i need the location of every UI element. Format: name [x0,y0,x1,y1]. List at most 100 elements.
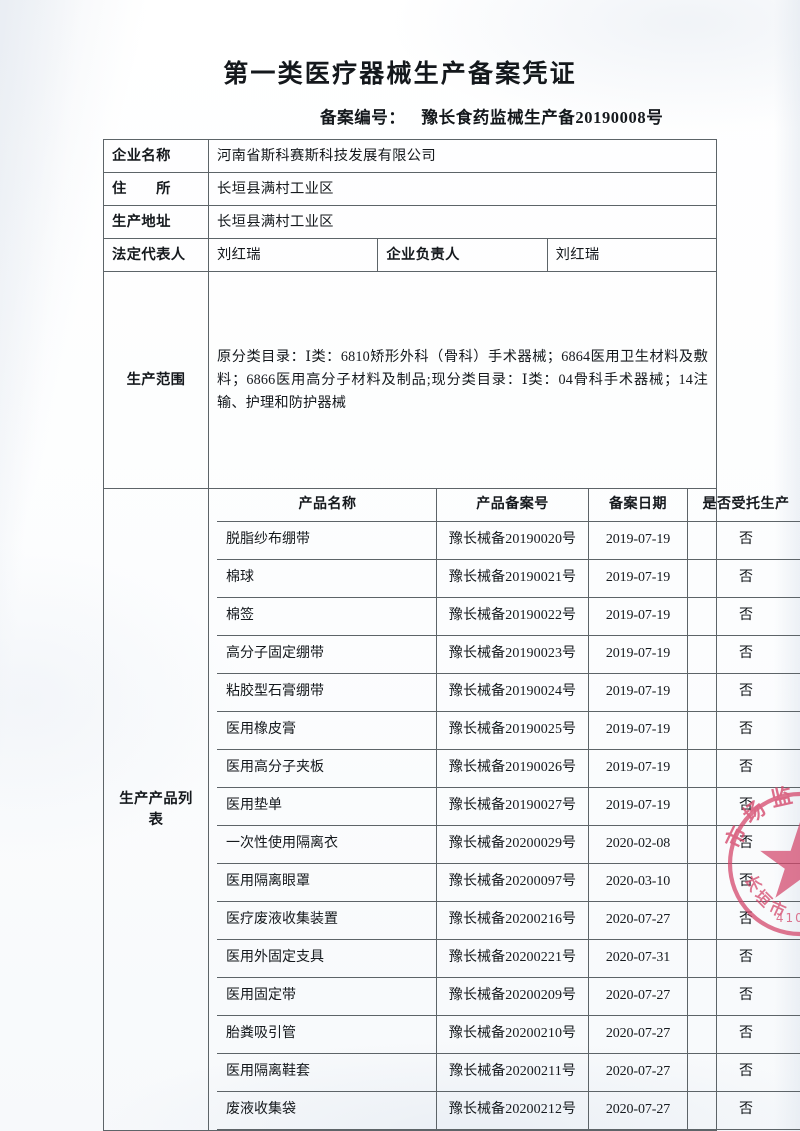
product-column-header: 备案日期 [588,489,688,522]
record-number-line: 备案编号： 豫长食药监械生产备20190008号 [320,104,663,128]
product-record-number: 豫长械备20200097号 [436,863,589,902]
production-address-label: 生产地址 [103,205,209,239]
product-entrusted-flag: 否 [687,1091,800,1130]
product-record-number: 豫长械备20190026号 [436,749,589,788]
product-table-row: 医用固定带 豫长械备20200209号 2020-07-27 否 [217,977,800,1016]
product-table-row: 高分子固定绷带 豫长械备20190023号 2019-07-19 否 [217,635,800,674]
product-column-header: 产品名称 [217,489,437,522]
product-name: 胎粪吸引管 [217,1015,437,1054]
product-name: 医疗废液收集装置 [217,901,437,940]
product-entrusted-flag: 否 [687,711,800,750]
enterprise-name-label: 企业名称 [103,139,209,173]
product-entrusted-flag: 否 [687,1053,800,1092]
product-list-label: 生产产品列表 [103,488,209,1131]
product-record-date: 2019-07-19 [588,787,688,826]
product-table-header-row: 产品名称 产品备案号 备案日期 是否受托生产 [217,489,800,522]
product-name: 医用固定带 [217,977,437,1016]
product-name: 医用高分子夹板 [217,749,437,788]
product-record-date: 2020-07-27 [588,1053,688,1092]
product-entrusted-flag: 否 [687,939,800,978]
enterprise-name-value: 河南省斯科赛斯科技发展有限公司 [208,139,717,173]
product-record-number: 豫长械备20200212号 [436,1091,589,1130]
production-scope-cell: 原分类目录：Ⅰ类：6810矫形外科（骨科）手术器械；6864医用卫生材料及敷料；… [208,271,717,489]
table-row-product-list: 生产产品列表 产品名称 产品备案号 备案日期 是否受托生产 脱脂纱布绷带 豫长械备2019… [103,488,800,1131]
product-entrusted-flag: 否 [687,597,800,636]
legal-rep-label: 法定代表人 [103,238,209,272]
product-table-row: 医用隔离鞋套 豫长械备20200211号 2020-07-27 否 [217,1053,800,1092]
record-number-value: 豫长食药监械生产备20190008号 [421,108,664,127]
enterprise-head-value: 刘红瑞 [546,238,718,272]
table-row-enterprise-name: 企业名称 河南省斯科赛斯科技发展有限公司 [103,139,717,173]
product-table-row: 棉签 豫长械备20190022号 2019-07-19 否 [217,597,800,636]
record-number-label: 备案编号： [320,108,406,127]
product-record-number: 豫长械备20190021号 [436,559,589,598]
product-name: 脱脂纱布绷带 [217,521,437,560]
product-entrusted-flag: 否 [687,977,800,1016]
product-record-date: 2020-07-31 [588,939,688,978]
product-record-number: 豫长械备20190024号 [436,673,589,712]
product-record-date: 2019-07-19 [588,597,688,636]
product-record-number: 豫长械备20200210号 [436,1015,589,1054]
product-table-row: 医用高分子夹板 豫长械备20190026号 2019-07-19 否 [217,749,800,788]
product-table-row: 脱脂纱布绷带 豫长械备20190020号 2019-07-19 否 [217,521,800,560]
product-table-row: 粘胶型石膏绷带 豫长械备20190024号 2019-07-19 否 [217,673,800,712]
legal-rep-value: 刘红瑞 [207,238,379,272]
product-record-date: 2020-07-27 [588,1015,688,1054]
product-record-number: 豫长械备20200029号 [436,825,589,864]
certificate-table: 企业名称 河南省斯科赛斯科技发展有限公司 住 所 长垣县满村工业区 生产地址 长… [103,139,800,1131]
product-name: 废液收集袋 [217,1091,437,1130]
product-entrusted-flag: 否 [687,901,800,940]
product-table-row: 医用垫单 豫长械备20190027号 2019-07-19 否 [217,787,800,826]
address-value: 长垣县满村工业区 [208,172,717,206]
production-scope-text: 原分类目录：Ⅰ类：6810矫形外科（骨科）手术器械；6864医用卫生材料及敷料；… [217,348,708,411]
product-name: 一次性使用隔离衣 [217,825,437,864]
product-name: 粘胶型石膏绷带 [217,673,437,712]
product-table-row: 棉球 豫长械备20190021号 2019-07-19 否 [217,559,800,598]
product-entrusted-flag: 否 [687,673,800,712]
product-name: 医用橡皮膏 [217,711,437,750]
product-record-number: 豫长械备20200216号 [436,901,589,940]
product-record-number: 豫长械备20200211号 [436,1053,589,1092]
product-entrusted-flag: 否 [687,635,800,674]
table-row-scope: 生产范围 原分类目录：Ⅰ类：6810矫形外科（骨科）手术器械；6864医用卫生材… [103,271,717,489]
enterprise-head-label: 企业负责人 [377,238,548,272]
product-record-date: 2020-02-08 [588,825,688,864]
product-name: 医用外固定支具 [217,939,437,978]
product-column-header: 产品备案号 [436,489,589,522]
product-name: 医用隔离眼罩 [217,863,437,902]
product-table-row: 医用橡皮膏 豫长械备20190025号 2019-07-19 否 [217,711,800,750]
product-name: 医用垫单 [217,787,437,826]
product-record-date: 2020-07-27 [588,977,688,1016]
product-name: 棉球 [217,559,437,598]
product-record-date: 2019-07-19 [588,559,688,598]
product-name: 棉签 [217,597,437,636]
page-title: 第一类医疗器械生产备案凭证 [223,59,577,88]
product-table-row: 一次性使用隔离衣 豫长械备20200029号 2020-02-08 否 [217,825,800,864]
table-row-legal-rep: 法定代表人 刘红瑞 企业负责人 刘红瑞 [103,238,718,272]
product-record-date: 2020-07-27 [588,1091,688,1130]
product-record-date: 2019-07-19 [588,749,688,788]
product-record-number: 豫长械备20190027号 [436,787,589,826]
product-record-date: 2019-07-19 [588,635,688,674]
product-table-row: 胎粪吸引管 豫长械备20200210号 2020-07-27 否 [217,1015,800,1054]
product-record-date: 2020-07-27 [588,901,688,940]
product-entrusted-flag: 否 [687,749,800,788]
product-record-number: 豫长械备20200209号 [436,977,589,1016]
product-entrusted-flag: 否 [687,1015,800,1054]
product-entrusted-flag: 否 [687,521,800,560]
product-record-date: 2019-07-19 [588,673,688,712]
production-scope-label: 生产范围 [103,271,209,489]
product-name: 高分子固定绷带 [217,635,437,674]
table-row-address: 住 所 长垣县满村工业区 [103,172,717,206]
product-record-number: 豫长械备20190020号 [436,521,589,560]
product-record-number: 豫长械备20190022号 [436,597,589,636]
product-entrusted-flag: 否 [687,825,800,864]
product-record-number: 豫长械备20190025号 [436,711,589,750]
product-record-number: 豫长械备20200221号 [436,939,589,978]
product-table-row: 医用外固定支具 豫长械备20200221号 2020-07-31 否 [217,939,800,978]
product-entrusted-flag: 否 [687,787,800,826]
product-entrusted-flag: 否 [687,559,800,598]
table-row-production-address: 生产地址 长垣县满村工业区 [103,205,717,239]
product-name: 医用隔离鞋套 [217,1053,437,1092]
